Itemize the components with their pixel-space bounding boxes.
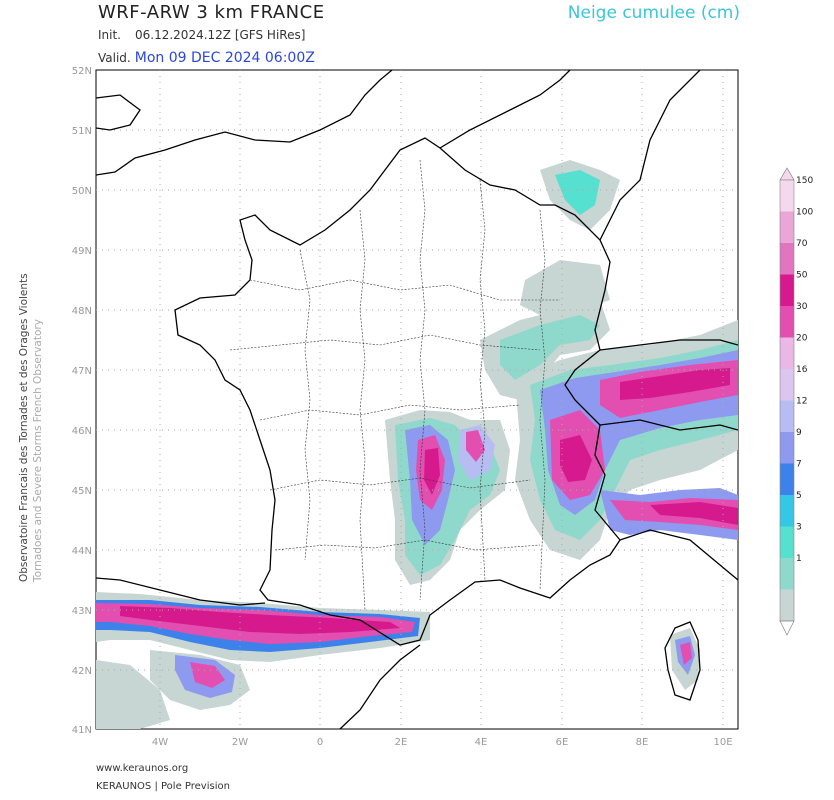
colorbar-label: 30 [796,302,808,312]
colorbar-top-arrow [779,167,795,181]
colorbar-swatch [780,558,794,590]
colorbar-label: 3 [796,523,802,533]
department-borders [229,159,560,611]
footer-website: www.keraunos.org [96,763,189,774]
parameter-label: Neige cumulee (cm) [567,3,740,23]
lon-label: 4E [475,737,488,748]
colorbar-swatch [780,463,794,495]
valid-label: Valid. [98,51,131,65]
footer-credit: KERAUNOS | Pole Prevision [96,781,230,792]
colorbar-outline [779,179,795,622]
colorbar-swatch [780,369,794,401]
colorbar-label: 7 [796,460,802,470]
snow-jura-vosges [480,160,620,400]
lon-label: 8E [636,737,649,748]
colorbar-swatch [780,180,794,212]
lat-label: 52N [72,66,92,77]
colorbar-swatch [780,526,794,558]
colorbar-label: 20 [796,334,808,344]
lon-label: 2E [395,737,408,748]
snow-alps [515,320,738,560]
colorbar-label: 12 [796,397,807,407]
lat-label: 51N [72,126,92,137]
colorbar-bottom-arrow [779,620,795,636]
init-label: Init. [98,28,121,42]
coastlines [96,70,738,729]
colorbar-swatch [780,400,794,432]
lat-label: 44N [72,546,92,557]
colorbar-label: 16 [796,365,808,375]
snow-corsica [670,628,700,690]
colorbar-label: 1 [796,554,802,564]
colorbar-label: 150 [796,176,813,186]
lat-label: 50N [72,186,92,197]
colorbar-swatch [780,211,794,243]
colorbar-swatch [780,337,794,369]
lat-axis: 52N 51N 50N 49N 48N 47N 46N 45N 44N 43N … [72,66,92,736]
lat-label: 43N [72,606,92,617]
lat-label: 46N [72,426,92,437]
colorbar-swatch [780,432,794,464]
lon-label: 4W [152,737,168,748]
colorbar-swatch [780,274,794,306]
lat-label: 47N [72,366,92,377]
colorbar-swatch [780,589,794,621]
colorbar-swatch [780,495,794,527]
lat-label: 48N [72,306,92,317]
colorbar-label: 70 [796,239,808,249]
colorbar-swatch [780,243,794,275]
model-title: WRF-ARW 3 km FRANCE [98,2,325,23]
colorbar: 150 100 70 50 30 20 16 12 9 7 5 3 1 [779,167,813,636]
lat-label: 42N [72,666,92,677]
init-line: Init. 06.12.2024.12Z [GFS HiRes] [98,28,305,42]
colorbar-label: 50 [796,271,808,281]
lon-label: 0 [317,737,323,748]
snow-pyrenees [96,592,430,729]
lon-axis: 4W 2W 0 2E 4E 6E 8E 10E [152,737,733,748]
colorbar-label: 100 [796,208,813,218]
lon-label: 10E [713,737,732,748]
colorbar-swatch [780,306,794,338]
colorbar-label: 5 [796,491,802,501]
lon-label: 6E [556,737,569,748]
valid-value: Mon 09 DEC 2024 06:00Z [134,50,315,66]
lat-label: 41N [72,725,92,736]
init-value: 06.12.2024.12Z [GFS HiRes] [135,28,306,42]
colorbar-label: 9 [796,428,802,438]
lon-label: 2W [232,737,248,748]
lat-label: 49N [72,246,92,257]
lat-label: 45N [72,486,92,497]
valid-line: Valid. Mon 09 DEC 2024 06:00Z [98,50,315,66]
